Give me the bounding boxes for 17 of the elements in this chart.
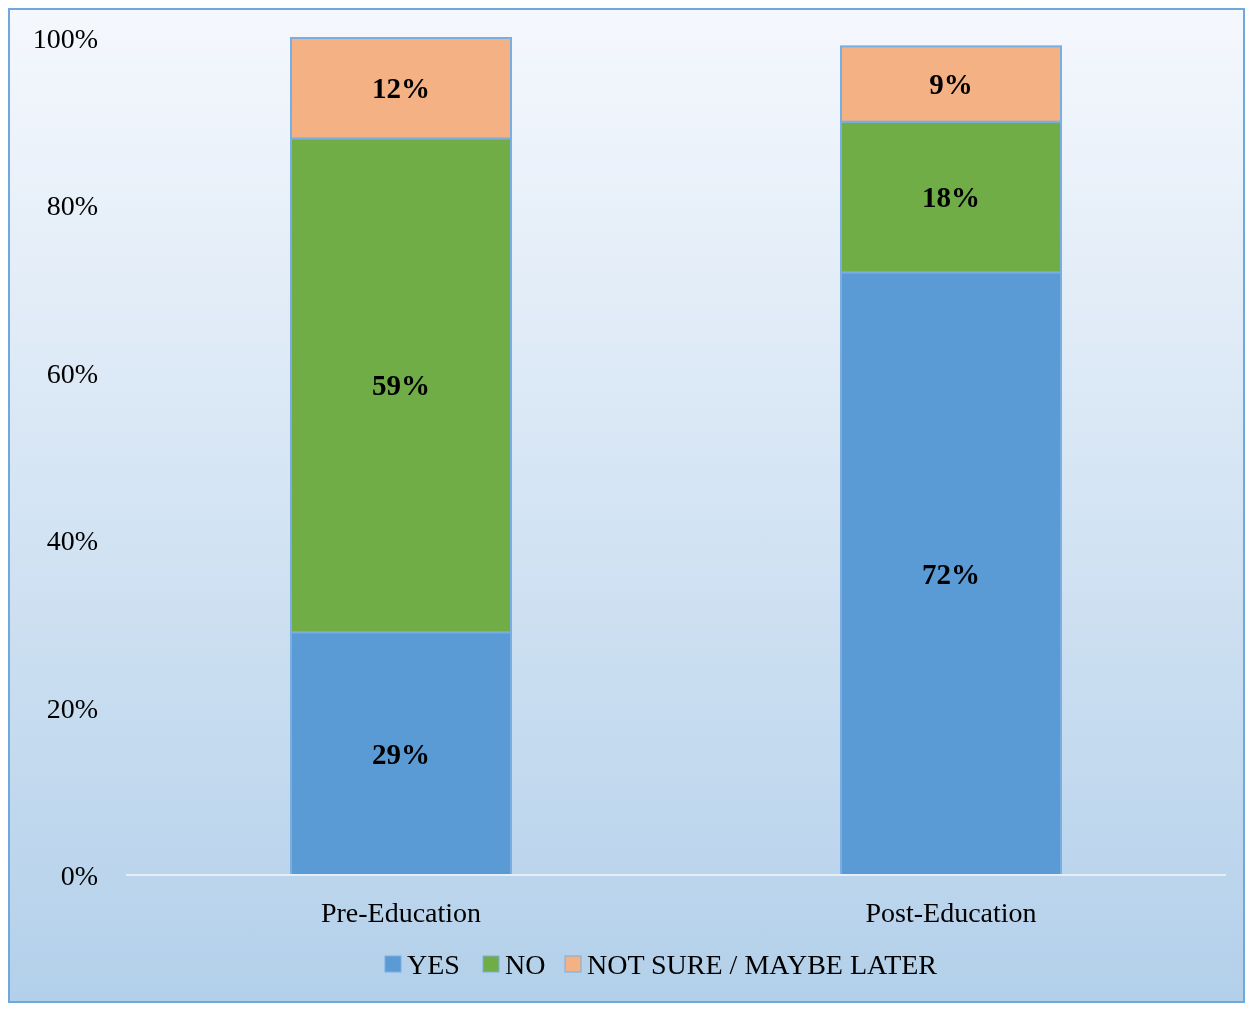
data-label: 59% [372,369,430,402]
data-label: 9% [929,68,973,101]
y-tick-label: 80% [46,190,98,222]
y-tick-label: 100% [32,23,98,54]
legend-label: NOT SURE / MAYBE LATER [587,949,938,980]
y-tick-label: 20% [46,692,98,724]
y-tick-label: 40% [46,525,98,557]
data-label: 29% [372,737,430,770]
data-label: 72% [922,557,980,590]
legend-label: YES [407,949,460,980]
y-tick-label: 0% [60,860,98,891]
x-tick-label: Pre-Education [320,897,482,928]
x-tick-label: Post-Education [865,897,1037,928]
data-label: 18% [922,181,980,214]
data-label: 12% [372,72,430,105]
legend-label: NO [505,949,546,980]
y-tick-label: 60% [46,357,98,389]
